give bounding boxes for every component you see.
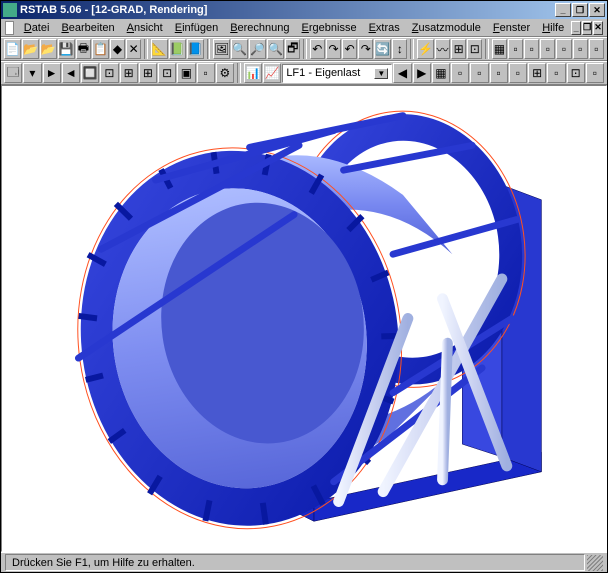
tb2-btn-10[interactable]: ▫ (197, 63, 215, 83)
close-button[interactable]: ✕ (589, 3, 605, 17)
separator (303, 39, 306, 59)
tb1-btn-28[interactable]: ⊞ (451, 39, 466, 59)
tb2-btn-6[interactable]: ⊞ (120, 63, 138, 83)
nav-btn-1[interactable]: ▶ (413, 63, 431, 83)
combo-icon-btn-1[interactable]: 📈 (263, 63, 281, 83)
tb2-btn-8[interactable]: ⊡ (158, 63, 176, 83)
tb1-btn-24[interactable]: ↕ (392, 39, 407, 59)
window-title: RSTAB 5.06 - [12-GRAD, Rendering] (20, 4, 207, 16)
tb1-btn-21[interactable]: ↶ (342, 39, 357, 59)
nav-btn-6[interactable]: ▫ (509, 63, 527, 83)
menu-nsicht[interactable]: Ansicht (121, 22, 169, 34)
tb1-btn-9[interactable]: 📐 (151, 39, 168, 59)
toolbar-secondary: 🗔▾►◄🔲⊡⊞⊞⊡▣▫⚙ 📊📈 LF1 - Eigenlast ▼ ◀▶▦▫▫▫… (1, 61, 607, 85)
tb1-btn-35[interactable]: ▫ (556, 39, 571, 59)
status-text: Drücken Sie F1, um Hilfe zu erhalten. (5, 554, 585, 571)
tb1-btn-7[interactable]: ✕ (126, 39, 141, 59)
tb1-btn-26[interactable]: ⚡ (417, 39, 434, 59)
chevron-down-icon[interactable]: ▼ (374, 68, 388, 79)
menu-infügen[interactable]: Einfügen (169, 22, 224, 34)
tb1-btn-13[interactable]: 🖼 (213, 39, 230, 59)
nav-btn-5[interactable]: ▫ (490, 63, 508, 83)
menubar: DateiBearbeitenAnsichtEinfügenBerechnung… (1, 19, 607, 37)
menu-earbeiten[interactable]: Bearbeiten (55, 22, 120, 34)
load-case-combo[interactable]: LF1 - Eigenlast ▼ (282, 64, 392, 83)
tb2-btn-7[interactable]: ⊞ (139, 63, 157, 83)
combo-icon-btn-0[interactable]: 📊 (244, 63, 262, 83)
nav-btn-9[interactable]: ⊡ (567, 63, 585, 83)
separator (485, 39, 488, 59)
render-viewport[interactable] (1, 85, 607, 552)
menu-atei[interactable]: Datei (18, 22, 56, 34)
tb1-btn-33[interactable]: ▫ (524, 39, 539, 59)
tb1-btn-19[interactable]: ↶ (310, 39, 325, 59)
tb1-btn-20[interactable]: ↷ (326, 39, 341, 59)
separator (410, 39, 413, 59)
tb2-btn-0[interactable]: 🗔 (4, 63, 22, 83)
separator (237, 63, 241, 83)
tb1-btn-14[interactable]: 🔍 (231, 39, 248, 59)
tb2-btn-1[interactable]: ▾ (23, 63, 41, 83)
nav-btn-10[interactable]: ▫ (586, 63, 604, 83)
app-window: RSTAB 5.06 - [12-GRAD, Rendering] _ ❐ ✕ … (0, 0, 608, 573)
tb1-btn-37[interactable]: ▫ (589, 39, 604, 59)
tb2-btn-11[interactable]: ⚙ (216, 63, 234, 83)
tb1-btn-11[interactable]: 📘 (187, 39, 204, 59)
menu-erechnung[interactable]: Berechnung (224, 22, 295, 34)
separator (207, 39, 210, 59)
nav-btn-0[interactable]: ◀ (393, 63, 411, 83)
tb1-btn-27[interactable]: 〰 (435, 39, 450, 59)
maximize-button[interactable]: ❐ (572, 3, 588, 17)
tb1-btn-16[interactable]: 🔍 (267, 39, 284, 59)
nav-btn-3[interactable]: ▫ (451, 63, 469, 83)
tb2-btn-9[interactable]: ▣ (177, 63, 195, 83)
tb2-btn-5[interactable]: ⊡ (100, 63, 118, 83)
tb1-btn-15[interactable]: 🔎 (249, 39, 266, 59)
tb1-btn-10[interactable]: 📗 (169, 39, 186, 59)
titlebar: RSTAB 5.06 - [12-GRAD, Rendering] _ ❐ ✕ (1, 1, 607, 19)
nav-btn-8[interactable]: ▫ (547, 63, 565, 83)
mdi-minimize-button[interactable]: _ (571, 21, 581, 35)
resize-grip[interactable] (587, 555, 603, 571)
tb2-btn-4[interactable]: 🔲 (81, 63, 99, 83)
tb2-btn-2[interactable]: ► (43, 63, 61, 83)
tb2-btn-3[interactable]: ◄ (62, 63, 80, 83)
tb1-btn-6[interactable]: ◆ (110, 39, 125, 59)
menu-ilfe[interactable]: Hilfe (536, 22, 570, 34)
tb1-btn-4[interactable]: 🖶 (76, 39, 91, 59)
tb1-btn-17[interactable]: 🗗 (285, 39, 300, 59)
tb1-btn-22[interactable]: ↷ (358, 39, 373, 59)
combo-value: LF1 - Eigenlast (286, 67, 360, 79)
minimize-button[interactable]: _ (555, 3, 571, 17)
tb1-btn-0[interactable]: 📄 (4, 39, 21, 59)
doc-icon (5, 21, 14, 35)
tb1-btn-32[interactable]: ▫ (508, 39, 523, 59)
statusbar: Drücken Sie F1, um Hilfe zu erhalten. (1, 552, 607, 572)
tb1-btn-3[interactable]: 💾 (58, 39, 75, 59)
menu-xtras[interactable]: Extras (363, 22, 406, 34)
tb1-btn-36[interactable]: ▫ (573, 39, 588, 59)
menu-enster[interactable]: Fenster (487, 22, 536, 34)
toolbar-main: 📄📂📂💾🖶📋◆✕📐📗📘🖼🔍🔎🔍🗗↶↷↶↷🔄↕⚡〰⊞⊡▦▫▫▫▫▫▫ (1, 37, 607, 61)
separator (144, 39, 147, 59)
model-render (2, 86, 606, 551)
nav-btn-4[interactable]: ▫ (470, 63, 488, 83)
tb1-btn-34[interactable]: ▫ (540, 39, 555, 59)
mdi-restore-button[interactable]: ❐ (582, 21, 592, 35)
app-icon (3, 3, 17, 17)
tb1-btn-31[interactable]: ▦ (492, 39, 507, 59)
nav-btn-7[interactable]: ⊞ (528, 63, 546, 83)
tb1-btn-23[interactable]: 🔄 (374, 39, 391, 59)
tb1-btn-2[interactable]: 📂 (40, 39, 57, 59)
mdi-close-button[interactable]: ✕ (593, 21, 603, 35)
tb1-btn-5[interactable]: 📋 (92, 39, 109, 59)
tb1-btn-1[interactable]: 📂 (22, 39, 39, 59)
tb1-btn-29[interactable]: ⊡ (467, 39, 482, 59)
nav-btn-2[interactable]: ▦ (432, 63, 450, 83)
menu-usatzmodule[interactable]: Zusatzmodule (406, 22, 487, 34)
menu-rgebnisse[interactable]: Ergebnisse (296, 22, 363, 34)
